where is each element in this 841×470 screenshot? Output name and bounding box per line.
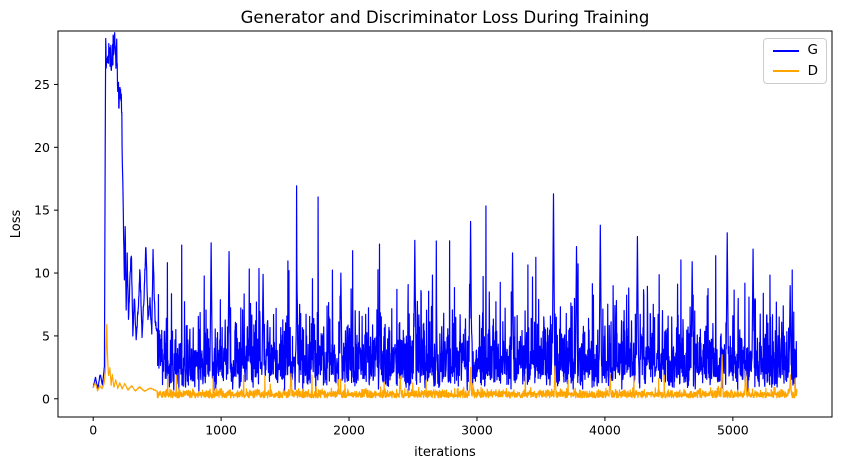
y-tick-label: 0: [42, 391, 50, 406]
y-tick-label: 5: [42, 328, 50, 343]
x-tick-label: 0: [89, 423, 97, 438]
x-tick-label: 4000: [589, 423, 621, 438]
x-tick-label: 1000: [205, 423, 237, 438]
x-tick-label: 3000: [461, 423, 493, 438]
series-lines: [92, 32, 798, 399]
chart-title: Generator and Discriminator Loss During …: [241, 8, 650, 27]
legend: G D: [763, 38, 827, 84]
loss-line-d: [92, 323, 798, 399]
y-tick-label: 15: [34, 203, 50, 218]
legend-entry-d: D: [773, 62, 818, 79]
y-tick-label: 25: [34, 77, 50, 92]
legend-label-g: G: [807, 42, 818, 58]
x-axis-label: iterations: [414, 445, 476, 460]
x-tick-label: 2000: [333, 423, 365, 438]
legend-label-d: D: [807, 62, 818, 79]
y-tick-label: 20: [34, 140, 50, 155]
axis-ticks: 0 1000 2000 3000 4000 5000 0 5 10 15 20 25: [34, 77, 749, 438]
legend-line-d: [773, 70, 799, 73]
y-axis-label: Loss: [9, 210, 24, 239]
loss-line-g: [92, 32, 798, 395]
legend-entry-g: G: [773, 42, 818, 58]
y-tick-label: 10: [34, 266, 50, 281]
plot-border: [57, 30, 833, 418]
x-tick-label: 5000: [717, 423, 749, 438]
legend-line-g: [773, 49, 799, 52]
